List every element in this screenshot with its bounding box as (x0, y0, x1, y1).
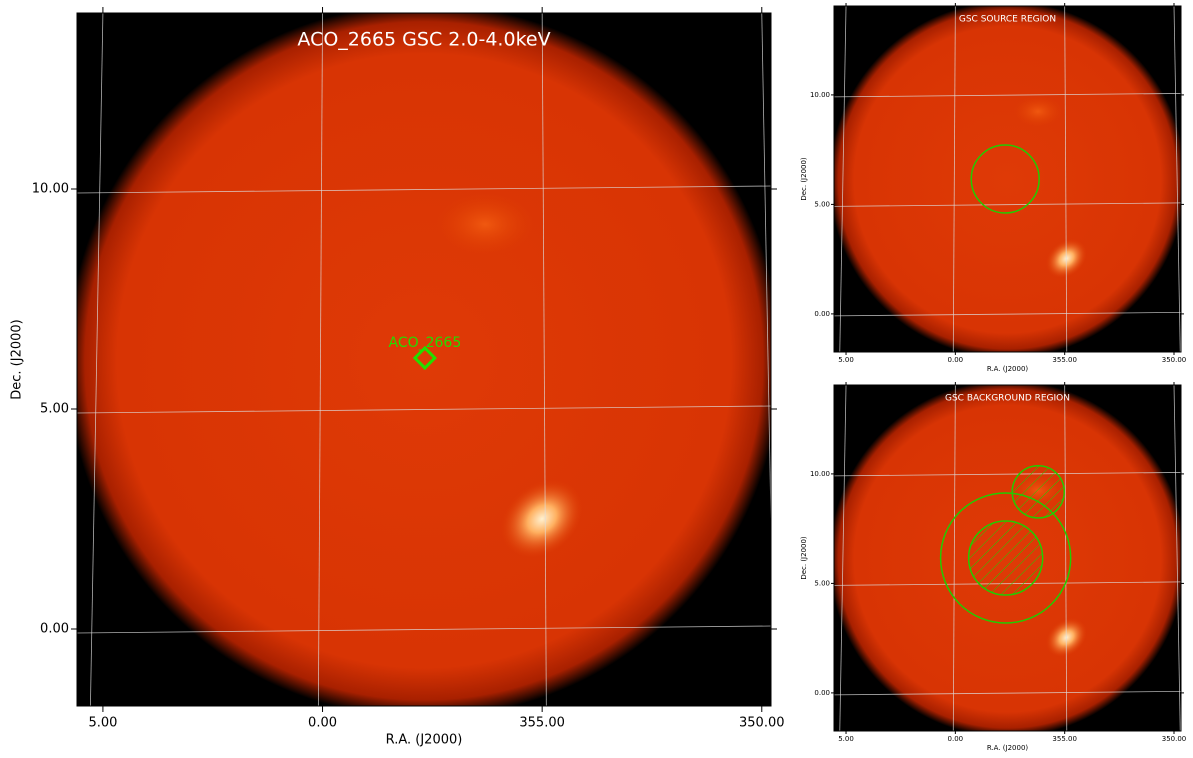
x-tick-label: 350.00 (1162, 735, 1187, 743)
grid-line (834, 202, 1181, 207)
x-tick-label: 0.00 (308, 716, 337, 731)
x-axis-label: R.A. (J2000) (987, 365, 1029, 373)
grid-line (1173, 6, 1181, 352)
x-tick-label: 355.00 (1052, 356, 1077, 364)
grid-line (77, 625, 771, 634)
grid-line (761, 13, 771, 547)
source-marker (412, 345, 437, 371)
x-tick-label: 5.00 (838, 735, 854, 743)
panel: 5.00 0.00 355.00 350.00 0.00 5.00 10.00 GSC SOU… (800, 3, 1187, 373)
region (1011, 465, 1066, 519)
region (970, 144, 1040, 214)
grid-line (1173, 385, 1181, 731)
bright-source (500, 479, 584, 559)
grid-line (317, 13, 323, 706)
y-tick-label: 5.00 (814, 200, 830, 208)
x-tick-label: 350.00 (739, 716, 785, 731)
x-tick-label: 0.00 (948, 356, 964, 364)
grid-line (834, 93, 1181, 98)
grid-line (952, 385, 956, 731)
y-axis-label: Dec. (J2000) (10, 319, 25, 399)
grid-line (839, 385, 847, 731)
x-tick-label: 350.00 (1162, 356, 1187, 364)
grid-line (1064, 385, 1068, 731)
sky-image (834, 6, 1181, 352)
sky-image (834, 385, 1181, 731)
region (939, 492, 1072, 624)
faint-source (1013, 95, 1063, 128)
y-tick-label: 0.00 (40, 622, 69, 637)
faint-source (436, 193, 534, 256)
y-tick-label: 0.00 (814, 310, 830, 318)
x-tick-label: 5.00 (838, 356, 854, 364)
grid-line (541, 13, 547, 706)
y-tick-label: 0.00 (814, 689, 830, 697)
plot-frame (833, 5, 1182, 353)
y-tick-label: 10.00 (810, 91, 830, 99)
plot-frame (76, 12, 772, 707)
marker-label: ACO_2665 (388, 335, 461, 351)
panel-title: GSC SOURCE REGION (959, 15, 1056, 25)
panel: ACO_2665 5.00 0.00 355.00 350.00 0.00 5.00 10.0… (10, 7, 785, 748)
detector-disk (834, 6, 1181, 352)
x-axis-label: R.A. (J2000) (987, 744, 1029, 752)
y-tick-label: 10.00 (810, 470, 830, 478)
grid-line (90, 13, 104, 706)
panel-title: GSC BACKGROUND REGION (945, 394, 1070, 404)
grid-line (952, 6, 956, 352)
grid-line (77, 405, 771, 414)
grid-line (834, 691, 1181, 696)
y-tick-label: 10.00 (32, 182, 69, 197)
grid-line (834, 472, 1181, 477)
x-tick-label: 5.00 (88, 716, 117, 731)
x-tick-label: 355.00 (519, 716, 565, 731)
grid-line (839, 6, 847, 352)
grid-line (834, 312, 1181, 317)
grid-line (1064, 6, 1068, 352)
y-axis-label: Dec. (J2000) (800, 536, 808, 580)
panel-title: ACO_2665 GSC 2.0-4.0keV (297, 29, 550, 51)
y-tick-label: 5.00 (40, 402, 69, 417)
x-tick-label: 0.00 (948, 735, 964, 743)
grid-line (77, 185, 771, 194)
detector-disk (77, 13, 771, 706)
x-axis-label: R.A. (J2000) (386, 733, 463, 748)
y-tick-label: 5.00 (814, 579, 830, 587)
sky-image: ACO_2665 (77, 13, 771, 706)
panel: 5.00 0.00 355.00 350.00 0.00 5.00 10.00 GSC BAC… (800, 382, 1187, 752)
y-axis-label: Dec. (J2000) (800, 157, 808, 201)
x-tick-label: 355.00 (1052, 735, 1077, 743)
region (967, 520, 1044, 596)
plot-frame (833, 384, 1182, 732)
